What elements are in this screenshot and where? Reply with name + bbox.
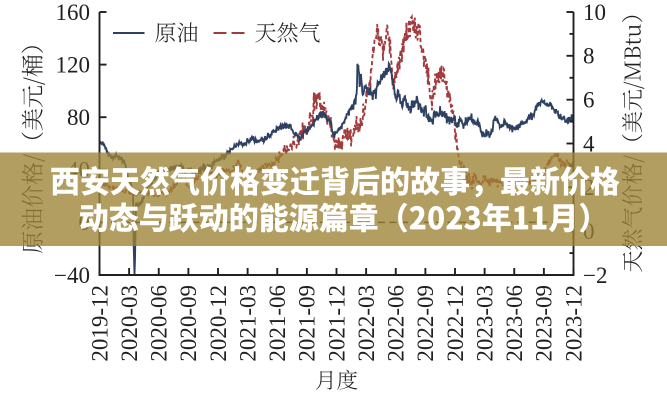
svg-text:−40: −40 xyxy=(54,263,90,288)
svg-text:2020-12: 2020-12 xyxy=(206,285,231,362)
svg-text:10: 10 xyxy=(583,0,606,25)
svg-text:2023-12: 2023-12 xyxy=(561,285,586,362)
svg-text:2019-12: 2019-12 xyxy=(87,285,112,362)
svg-text:2020-09: 2020-09 xyxy=(176,285,201,362)
svg-text:2022-03: 2022-03 xyxy=(354,285,379,362)
svg-text:4: 4 xyxy=(583,131,595,156)
svg-text:2021-12: 2021-12 xyxy=(324,285,349,362)
svg-text:2021-06: 2021-06 xyxy=(265,285,290,362)
svg-text:2023-06: 2023-06 xyxy=(502,285,527,362)
svg-text:160: 160 xyxy=(56,0,91,25)
svg-text:80: 80 xyxy=(67,105,90,130)
svg-text:2023-09: 2023-09 xyxy=(532,285,557,362)
svg-text:2020-03: 2020-03 xyxy=(117,285,142,362)
svg-text:2022-12: 2022-12 xyxy=(443,285,468,362)
svg-text:2022-06: 2022-06 xyxy=(384,285,409,362)
svg-text:120: 120 xyxy=(56,52,91,77)
svg-text:2021-03: 2021-03 xyxy=(235,285,260,362)
svg-text:8: 8 xyxy=(583,44,595,69)
svg-text:−2: −2 xyxy=(583,263,607,288)
svg-text:2022-09: 2022-09 xyxy=(413,285,438,362)
svg-text:2021-09: 2021-09 xyxy=(295,285,320,362)
svg-text:2020-06: 2020-06 xyxy=(147,285,172,362)
svg-text:2023-03: 2023-03 xyxy=(472,285,497,362)
svg-text:6: 6 xyxy=(583,88,595,113)
